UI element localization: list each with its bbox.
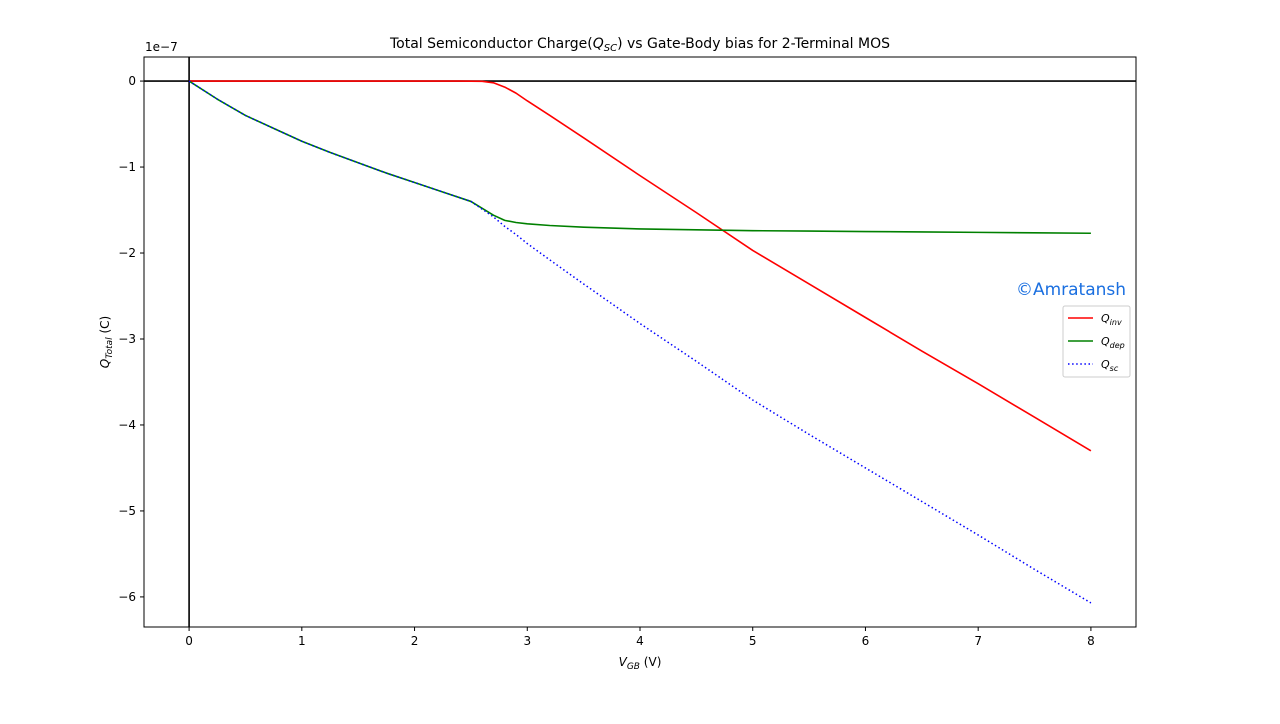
plot-area: 0 1 2 3 4 5 6 7 8 0 −1 −2 −3 −4 −5 −6 [118,56,1137,648]
svg-text:VGB (V): VGB (V) [619,655,662,672]
x-tick-label: 8 [1087,634,1095,648]
x-tick-label: 5 [749,634,757,648]
legend-box [1062,305,1131,378]
y-tick-label: 0 [128,74,136,88]
plot-frame [143,56,1137,628]
y-tick-label: −3 [118,332,136,346]
y-offset-label: 1e−7 [145,40,178,54]
x-tick-label: 1 [298,634,306,648]
x-tick-label: 2 [411,634,419,648]
y-tick-label: −4 [118,418,136,432]
watermark-text: ©Amratansh [1016,280,1126,300]
y-tick-label: −1 [118,160,136,174]
legend-label: Qinv [1101,312,1122,327]
y-axis-title: QTotal (C) [98,316,115,368]
x-tick-label: 6 [862,634,870,648]
x-tick-label: 4 [636,634,644,648]
series-line-q-dep [188,80,1091,235]
y-tick-label: −5 [118,504,136,518]
x-tick-label: 0 [185,634,193,648]
x-tick-label: 3 [523,634,531,648]
svg-text:QTotal (C): QTotal (C) [98,316,115,368]
x-tick-label: 7 [974,634,982,648]
legend-label: Qsc [1101,358,1119,373]
legend: Qinv Qdep Qsc [1062,305,1131,378]
x-axis-title: VGB (V) [619,655,662,672]
series-line-q-inv [189,80,1092,452]
y-tick-label: −6 [118,590,136,604]
legend-label: Qdep [1101,335,1125,350]
chart-title: Total Semiconductor Charge(QSC) vs Gate-… [389,36,890,54]
series-line-q-sc [188,80,1092,604]
y-tick-label: −2 [118,246,136,260]
